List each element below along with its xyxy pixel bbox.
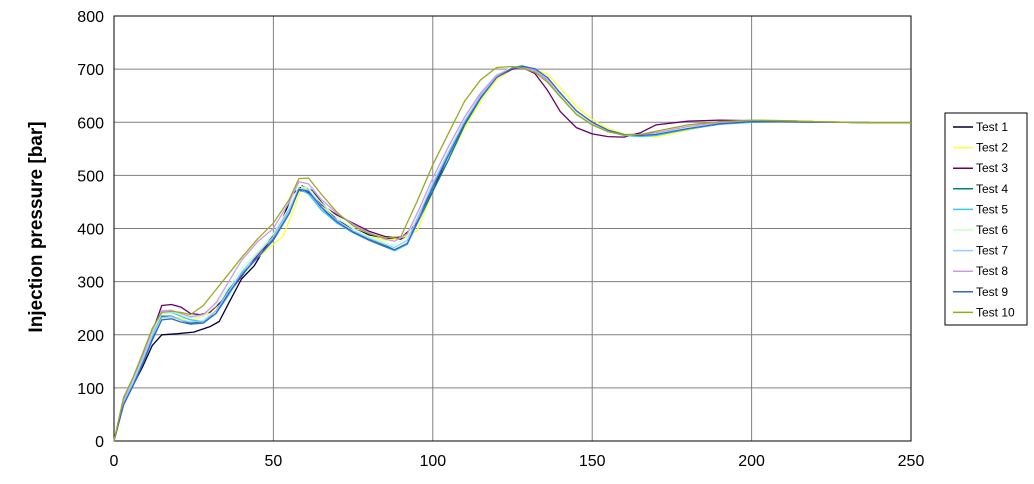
x-tick-label: 100 [419,453,446,470]
y-tick-label: 700 [77,62,104,79]
legend-label: Test 6 [976,223,1008,237]
x-tick-label: 50 [265,453,283,470]
series-line-test-9 [113,65,911,442]
series-line-test-5 [113,66,911,442]
x-tick-label: 200 [738,453,765,470]
x-axis-tick-labels: 0 50 100 150 200 250 [110,453,925,470]
x-tick-label: 0 [110,453,119,470]
series-line-test-10 [113,65,911,442]
legend-label: Test 9 [976,285,1008,299]
legend-label: Test 10 [976,305,1015,319]
legend: Test 1 Test 2 Test 3 Test 4 Test 5 Test 6 Test… [944,112,1028,326]
y-axis-title: Injection pressure [bar] [26,121,47,332]
series-line-test-8 [113,66,911,442]
y-tick-label: 100 [77,381,104,398]
x-tick-label: 150 [579,453,606,470]
y-tick-label: 600 [77,115,104,132]
legend-box [944,112,1028,326]
legend-label: Test 4 [976,182,1008,196]
series-lines [113,65,911,442]
series-line-test-7 [113,66,911,442]
legend-label: Test 5 [976,202,1008,216]
y-tick-label: 200 [77,328,104,345]
series-line-test-2 [113,66,911,442]
x-tick-label: 250 [898,453,925,470]
legend-label: Test 3 [976,161,1008,175]
y-tick-label: 0 [95,434,104,451]
gridlines [114,16,911,441]
y-tick-label: 800 [77,9,104,26]
series-line-test-3 [113,66,911,442]
legend-label: Test 1 [976,120,1008,134]
legend-label: Test 8 [976,264,1008,278]
plot-area [113,15,912,442]
y-tick-label: 300 [77,275,104,292]
legend-label: Test 7 [976,244,1008,258]
y-axis-tick-labels: 0 100 200 300 400 500 600 700 800 [77,9,104,451]
y-tick-label: 400 [77,222,104,239]
legend-label: Test 2 [976,141,1008,155]
y-tick-label: 500 [77,168,104,185]
